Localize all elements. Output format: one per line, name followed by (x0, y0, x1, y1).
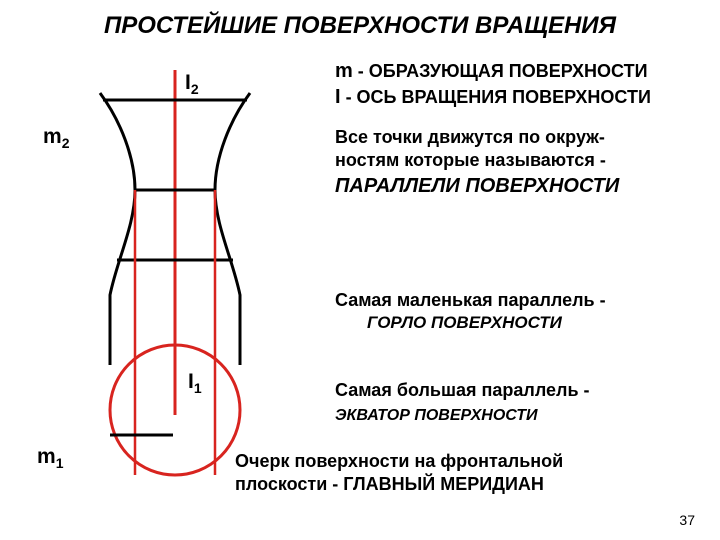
profile-right (215, 93, 250, 365)
page-title: ПРОСТЕЙШИЕ ПОВЕРХНОСТИ ВРАЩЕНИЯ (0, 12, 720, 40)
profile-left (100, 93, 135, 365)
paragraph-parallels: Все точки движутся по окруж- ностям кото… (335, 126, 705, 199)
page-number: 37 (679, 512, 695, 528)
paragraph-equator: Самая большая параллель - ЭКВАТОР ПОВЕРХ… (335, 380, 705, 425)
paragraph-meridian: Очерк поверхности на фронтальной плоскос… (235, 450, 705, 497)
legend: m - ОБРАЗУЮЩАЯ ПОВЕРХНОСТИ I - ОСЬ ВРАЩЕ… (335, 58, 705, 110)
text-content: m - ОБРАЗУЮЩАЯ ПОВЕРХНОСТИ I - ОСЬ ВРАЩЕ… (335, 58, 705, 209)
label-m2: m2 (43, 125, 69, 151)
paragraph-neck: Самая маленькая параллель - ГОРЛО ПОВЕРХ… (335, 290, 710, 333)
diagram: m2 I2 I1 m1 (25, 65, 320, 485)
label-i2: I2 (185, 71, 199, 97)
label-m1: m1 (37, 445, 63, 471)
label-i1: I1 (188, 370, 202, 396)
